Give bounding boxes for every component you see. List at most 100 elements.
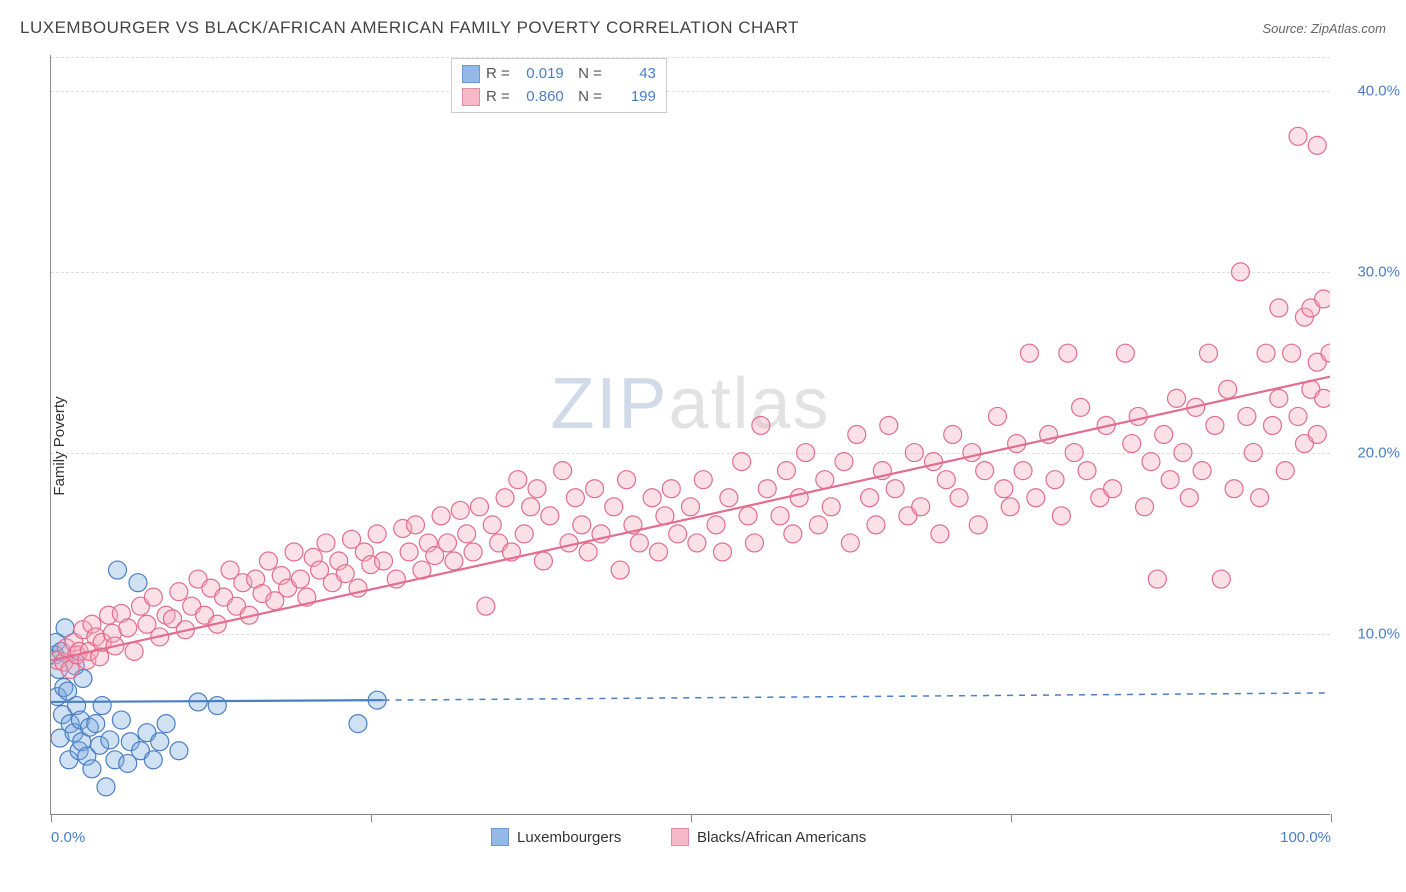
scatter-point	[1136, 498, 1154, 516]
scatter-point	[816, 471, 834, 489]
y-tick-label: 30.0%	[1357, 264, 1400, 281]
scatter-point	[1174, 444, 1192, 462]
scatter-point	[988, 407, 1006, 425]
scatter-point	[101, 731, 119, 749]
scatter-point	[758, 480, 776, 498]
scatter-point	[170, 742, 188, 760]
scatter-point	[336, 565, 354, 583]
scatter-point	[809, 516, 827, 534]
scatter-point	[1193, 462, 1211, 480]
r-label: R =	[486, 63, 510, 86]
scatter-point	[1206, 416, 1224, 434]
scatter-point	[720, 489, 738, 507]
scatter-point	[1059, 344, 1077, 362]
scatter-point	[1129, 407, 1147, 425]
scatter-point	[515, 525, 533, 543]
scatter-point	[835, 453, 853, 471]
scatter-point	[1231, 263, 1249, 281]
scatter-point	[1200, 344, 1218, 362]
scatter-point	[694, 471, 712, 489]
scatter-point	[611, 561, 629, 579]
scatter-point	[349, 715, 367, 733]
scatter-point	[157, 715, 175, 733]
source-prefix: Source:	[1262, 21, 1310, 36]
scatter-point	[784, 525, 802, 543]
scatter-point	[1168, 389, 1186, 407]
stats-row-series-0: R = 0.019 N = 43	[462, 63, 656, 86]
source-attribution: Source: ZipAtlas.com	[1262, 21, 1386, 36]
scatter-point	[93, 697, 111, 715]
scatter-point	[1116, 344, 1134, 362]
scatter-point	[522, 498, 540, 516]
scatter-point	[950, 489, 968, 507]
scatter-point	[144, 751, 162, 769]
chart-header: LUXEMBOURGER VS BLACK/AFRICAN AMERICAN F…	[20, 18, 1386, 38]
scatter-point	[1238, 407, 1256, 425]
scatter-point	[291, 570, 309, 588]
scatter-point	[1308, 136, 1326, 154]
scatter-point	[586, 480, 604, 498]
x-tick-label: 0.0%	[51, 829, 85, 846]
scatter-point	[905, 444, 923, 462]
scatter-point	[1244, 444, 1262, 462]
swatch-series-0	[462, 65, 480, 83]
x-tick-label: 100.0%	[1280, 829, 1331, 846]
legend-item: Blacks/African Americans	[671, 828, 866, 846]
scatter-point	[1263, 416, 1281, 434]
scatter-point	[87, 715, 105, 733]
scatter-point	[560, 534, 578, 552]
r-value-0: 0.019	[516, 63, 564, 86]
source-name: ZipAtlas.com	[1311, 21, 1386, 36]
scatter-point	[1161, 471, 1179, 489]
scatter-point	[797, 444, 815, 462]
scatter-point	[1020, 344, 1038, 362]
r-label: R =	[486, 86, 510, 109]
scatter-point	[650, 543, 668, 561]
scatter-point	[1257, 344, 1275, 362]
scatter-point	[317, 534, 335, 552]
scatter-point	[822, 498, 840, 516]
scatter-point	[259, 552, 277, 570]
scatter-point	[97, 778, 115, 796]
scatter-point	[1014, 462, 1032, 480]
x-tick-mark	[371, 814, 372, 822]
scatter-point	[451, 501, 469, 519]
scatter-point	[1289, 127, 1307, 145]
scatter-point	[1219, 380, 1237, 398]
scatter-point	[579, 543, 597, 561]
scatter-point	[1212, 570, 1230, 588]
scatter-point	[682, 498, 700, 516]
scatter-point	[752, 416, 770, 434]
scatter-point	[129, 574, 147, 592]
scatter-point	[912, 498, 930, 516]
scatter-point	[1072, 398, 1090, 416]
scatter-point	[1027, 489, 1045, 507]
scatter-point	[109, 561, 127, 579]
legend-swatch	[491, 828, 509, 846]
scatter-point	[662, 480, 680, 498]
x-tick-mark	[51, 814, 52, 822]
scatter-point	[925, 453, 943, 471]
trend-line-extrapolated	[384, 693, 1330, 700]
legend-label: Blacks/African Americans	[697, 829, 866, 846]
scatter-point	[573, 516, 591, 534]
scatter-point	[438, 534, 456, 552]
scatter-point	[407, 516, 425, 534]
scatter-point	[400, 543, 418, 561]
scatter-point	[170, 583, 188, 601]
scatter-point	[528, 480, 546, 498]
n-label: N =	[570, 63, 602, 86]
legend-label: Luxembourgers	[517, 829, 621, 846]
scatter-point	[1046, 471, 1064, 489]
scatter-point	[707, 516, 725, 534]
scatter-point	[771, 507, 789, 525]
n-value-0: 43	[608, 63, 656, 86]
scatter-point	[790, 489, 808, 507]
scatter-point	[841, 534, 859, 552]
scatter-point	[963, 444, 981, 462]
scatter-point	[1315, 389, 1330, 407]
scatter-point	[1123, 435, 1141, 453]
scatter-point	[733, 453, 751, 471]
scatter-point	[1065, 444, 1083, 462]
scatter-point	[541, 507, 559, 525]
